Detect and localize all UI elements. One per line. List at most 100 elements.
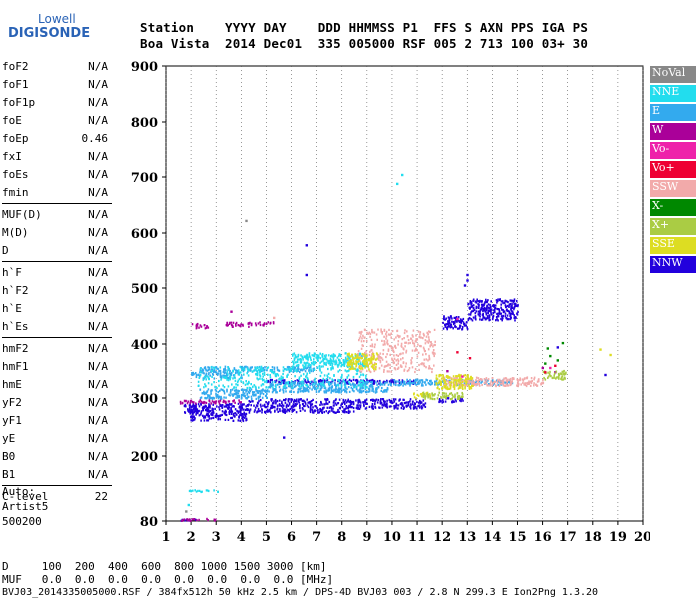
- data-point: [372, 407, 374, 410]
- data-point: [424, 402, 427, 405]
- data-point: [478, 305, 480, 308]
- data-point: [230, 310, 233, 313]
- data-point: [469, 306, 472, 309]
- data-point: [236, 394, 239, 397]
- data-point: [474, 300, 477, 303]
- data-point: [225, 403, 228, 406]
- data-point: [255, 324, 258, 327]
- data-point: [235, 383, 237, 386]
- data-point: [198, 376, 201, 379]
- data-point: [273, 405, 276, 409]
- data-point: [297, 368, 299, 371]
- data-point: [247, 408, 250, 411]
- data-point: [434, 343, 436, 347]
- data-point: [496, 316, 498, 319]
- data-point: [397, 362, 399, 365]
- param-row: D N/A: [2, 242, 112, 260]
- data-point: [205, 401, 208, 404]
- data-point: [443, 384, 445, 388]
- data-point: [313, 367, 315, 370]
- data-point: [220, 378, 222, 381]
- data-point: [311, 354, 314, 357]
- legend-entry: SSE: [650, 237, 696, 254]
- data-point: [358, 365, 361, 368]
- data-point: [208, 394, 211, 397]
- data-point: [347, 410, 350, 413]
- data-point: [191, 405, 193, 408]
- data-point: [297, 388, 300, 391]
- data-point: [213, 518, 216, 521]
- data-point: [263, 322, 266, 325]
- data-point: [498, 384, 501, 387]
- data-point: [269, 374, 271, 377]
- data-point: [343, 408, 345, 411]
- data-point: [206, 410, 208, 413]
- data-point: [300, 354, 302, 357]
- data-point: [488, 307, 491, 310]
- data-point: [329, 386, 331, 390]
- data-point: [220, 404, 222, 408]
- param-row: yF2 N/A: [2, 394, 112, 412]
- data-point: [397, 358, 399, 361]
- data-point: [358, 370, 361, 373]
- data-point: [475, 301, 478, 304]
- data-point: [429, 397, 432, 400]
- data-point: [295, 400, 298, 403]
- data-point: [290, 390, 293, 394]
- data-point: [312, 406, 314, 409]
- data-point: [237, 392, 240, 395]
- data-point: [350, 379, 353, 382]
- data-point: [365, 363, 368, 366]
- data-point: [311, 403, 314, 406]
- param-value: N/A: [88, 186, 108, 199]
- data-point: [194, 407, 196, 410]
- data-point: [375, 363, 377, 366]
- data-point: [241, 413, 243, 416]
- data-point: [360, 347, 363, 350]
- data-point: [445, 392, 447, 395]
- data-point: [248, 400, 251, 403]
- data-point: [374, 343, 376, 346]
- data-point: [318, 364, 321, 367]
- data-point: [248, 386, 251, 389]
- data-point: [362, 354, 365, 357]
- data-point: [468, 382, 470, 385]
- data-point: [197, 411, 199, 415]
- data-point: [307, 380, 309, 383]
- data-point: [397, 380, 400, 383]
- data-point: [207, 368, 210, 372]
- data-point: [245, 412, 248, 415]
- data-point: [248, 325, 250, 328]
- data-point: [321, 383, 323, 386]
- data-point: [292, 367, 294, 370]
- data-point: [349, 410, 351, 413]
- data-point: [243, 394, 245, 397]
- data-point: [275, 383, 277, 387]
- data-point: [219, 372, 222, 375]
- data-point: [357, 407, 359, 410]
- data-point: [271, 402, 274, 405]
- data-point: [473, 381, 475, 384]
- data-point: [478, 384, 481, 387]
- data-point: [237, 373, 240, 376]
- data-point: [238, 415, 240, 418]
- data-point: [220, 397, 222, 400]
- data-point: [508, 305, 510, 308]
- data-point: [368, 331, 371, 334]
- data-point: [191, 373, 193, 376]
- data-point: [369, 344, 372, 348]
- data-point: [449, 387, 452, 390]
- data-point: [527, 382, 529, 386]
- data-point: [343, 383, 346, 386]
- data-point: [322, 406, 324, 410]
- data-point: [362, 360, 364, 363]
- data-point: [409, 381, 411, 384]
- data-point: [511, 310, 514, 313]
- data-point: [322, 384, 324, 387]
- data-point: [381, 386, 383, 390]
- data-point: [461, 391, 463, 395]
- data-point: [240, 414, 243, 417]
- data-point: [347, 411, 349, 414]
- data-point: [191, 419, 194, 422]
- data-point: [358, 384, 361, 387]
